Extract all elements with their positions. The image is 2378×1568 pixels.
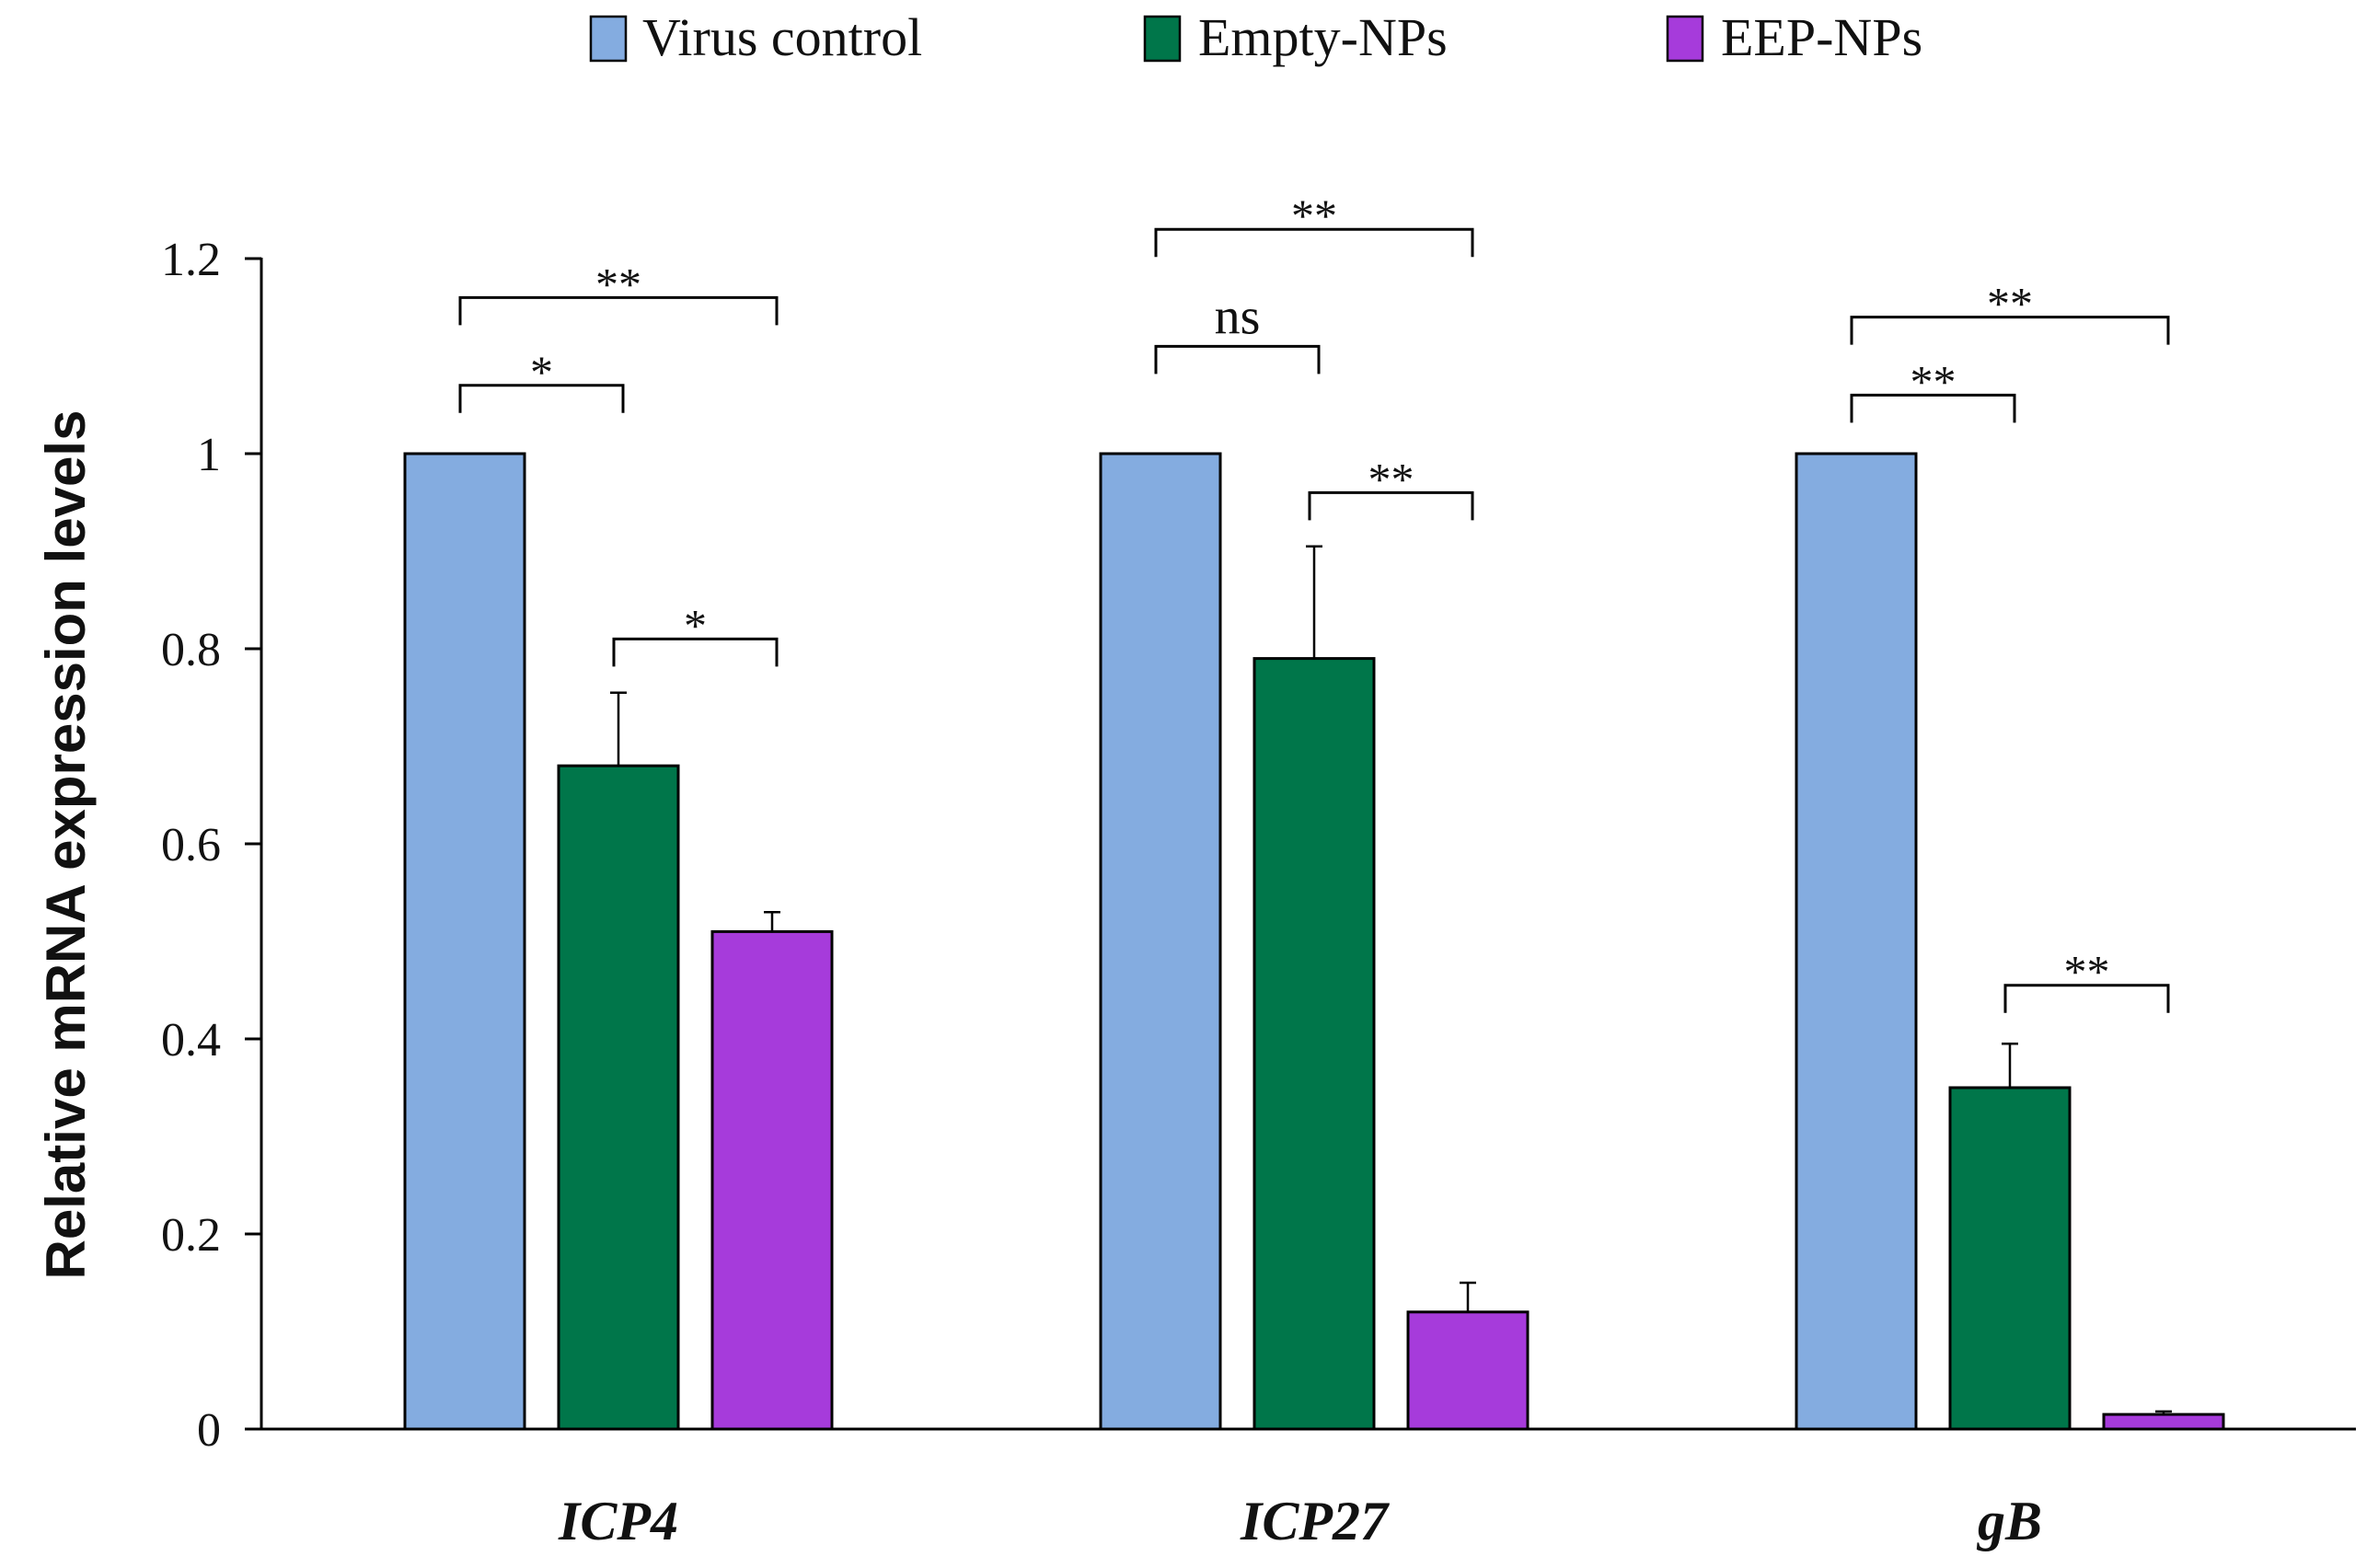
significance-bracket xyxy=(1308,490,1474,521)
bars xyxy=(403,452,2225,1431)
bar-eep-nps-gb xyxy=(2102,1412,2225,1431)
legend-label-eep-nps: EEP-NPs xyxy=(1721,7,1922,67)
significance-bracket xyxy=(458,384,625,413)
significance-bracket xyxy=(1154,227,1474,258)
significance-bracket xyxy=(2003,984,2170,1013)
bar-empty-nps-icp27 xyxy=(1252,657,1376,1431)
x-tick-label-icp27: ICP27 xyxy=(1240,1491,1390,1551)
y-tick-label: 0.2 xyxy=(161,1209,221,1262)
significance-bracket xyxy=(612,637,779,667)
significance-brackets: ****ns********** xyxy=(458,190,2170,1013)
bar-eep-nps-icp27 xyxy=(1406,1310,1530,1431)
error-bars xyxy=(610,545,2172,1415)
bar-empty-nps-gb xyxy=(1948,1086,2072,1431)
bar-empty-nps-icp4 xyxy=(557,764,680,1431)
significance-label: * xyxy=(684,599,707,651)
y-axis-title: Relative mRNA expression levels xyxy=(35,410,97,1280)
y-tick-label: 0.8 xyxy=(161,624,221,676)
x-tick-label-icp4: ICP4 xyxy=(558,1491,678,1551)
significance-label: ** xyxy=(2064,946,2110,997)
significance-bracket xyxy=(458,295,779,326)
significance-label: ** xyxy=(1291,190,1337,241)
legend-label-empty-nps: Empty-NPs xyxy=(1198,7,1448,67)
bar-virus-control-icp27 xyxy=(1099,452,1222,1431)
significance-label: ** xyxy=(1987,278,2033,329)
legend-swatch-virus-control xyxy=(589,15,628,63)
y-tick-label: 1.2 xyxy=(161,234,221,286)
y-tick-label: 0 xyxy=(197,1404,221,1457)
legend-swatch-eep-nps xyxy=(1666,15,1704,63)
significance-bracket xyxy=(1850,316,2170,345)
legend-swatch-empty-nps xyxy=(1143,15,1182,63)
y-tick-label: 1 xyxy=(197,429,221,481)
legend: Virus control Empty-NPs EEP-NPs xyxy=(589,7,1922,67)
significance-label: ** xyxy=(1368,453,1414,504)
bar-virus-control-gb xyxy=(1795,452,1918,1431)
x-tick-label-gb: gB xyxy=(1976,1491,2042,1551)
y-ticks: 0 0.2 0.4 0.6 0.8 1 1.2 xyxy=(161,234,261,1457)
significance-label: * xyxy=(530,346,553,398)
y-tick-label: 0.6 xyxy=(161,819,221,871)
significance-label: ns xyxy=(1215,288,1261,345)
y-tick-label: 0.4 xyxy=(161,1014,221,1066)
legend-label-virus-control: Virus control xyxy=(642,7,922,67)
significance-bracket xyxy=(1154,344,1321,375)
bar-eep-nps-icp4 xyxy=(710,929,834,1431)
significance-bracket xyxy=(1850,393,2016,423)
significance-label: ** xyxy=(595,258,641,309)
bar-virus-control-icp4 xyxy=(403,452,526,1431)
significance-label: ** xyxy=(1910,355,1957,407)
